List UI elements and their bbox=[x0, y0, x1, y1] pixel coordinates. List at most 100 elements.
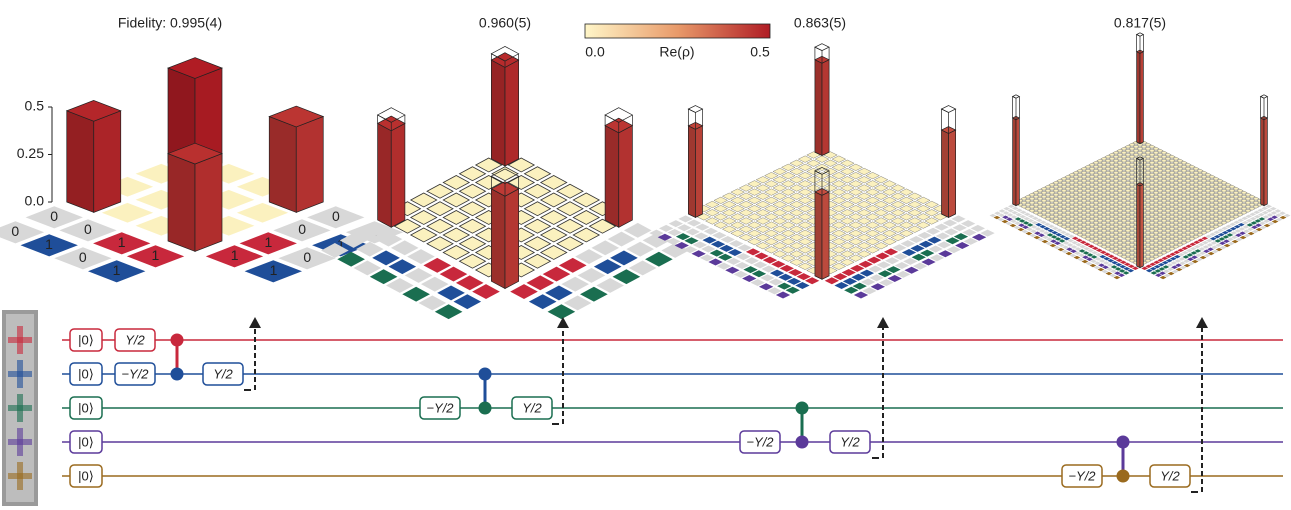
floor-tile bbox=[1160, 234, 1168, 239]
floor-tile bbox=[1028, 208, 1036, 213]
floor-tile bbox=[1144, 210, 1152, 215]
index-tile bbox=[1034, 227, 1042, 231]
measure-arrow bbox=[249, 317, 261, 328]
index-tile bbox=[893, 253, 908, 261]
index-tile bbox=[1209, 236, 1217, 241]
floor-tile bbox=[1088, 190, 1096, 195]
floor-tile bbox=[1088, 174, 1096, 179]
floor-tile bbox=[755, 192, 771, 200]
floor-tile bbox=[1096, 190, 1104, 195]
floor-tile bbox=[1124, 200, 1132, 205]
floor-tile bbox=[1092, 216, 1100, 221]
index-tile bbox=[339, 232, 368, 248]
floor-tile bbox=[1084, 212, 1092, 217]
floor-tile bbox=[442, 192, 471, 208]
floor-tile bbox=[1112, 162, 1120, 167]
floor-tile bbox=[1036, 196, 1044, 201]
floor-tile bbox=[1100, 228, 1108, 233]
floor-tile bbox=[1080, 194, 1088, 199]
index-tile bbox=[1062, 241, 1070, 245]
floor-tile bbox=[1104, 226, 1112, 231]
index-tile bbox=[1099, 254, 1107, 259]
index-tile bbox=[1235, 233, 1242, 237]
floor-tile bbox=[1160, 194, 1168, 199]
floor-tile bbox=[1220, 204, 1228, 209]
index-tile bbox=[1162, 265, 1170, 269]
index-tile bbox=[1259, 225, 1267, 230]
index-tile bbox=[869, 274, 884, 282]
floor-tile bbox=[781, 213, 796, 221]
index-tile bbox=[1241, 216, 1249, 221]
floor-tile bbox=[1184, 198, 1192, 203]
floor-tile bbox=[1072, 202, 1080, 207]
floor-tile bbox=[755, 225, 771, 233]
floor-tile bbox=[1076, 232, 1084, 237]
index-tile bbox=[1006, 217, 1013, 221]
floor-tile bbox=[798, 172, 813, 180]
floor-tile bbox=[831, 180, 846, 188]
floor-tile bbox=[755, 209, 771, 217]
index-tile bbox=[716, 262, 732, 270]
floor-tile bbox=[865, 180, 880, 188]
floor-tile bbox=[1212, 176, 1220, 181]
index-tile bbox=[824, 277, 840, 285]
floor-tile bbox=[1216, 194, 1224, 199]
floor-tile bbox=[1064, 178, 1072, 183]
floor-tile bbox=[1120, 162, 1128, 167]
index-tile bbox=[1029, 233, 1037, 238]
index-tile bbox=[628, 260, 657, 276]
index-tile bbox=[1118, 273, 1125, 277]
floor-tile bbox=[1168, 202, 1176, 207]
index-tile bbox=[407, 249, 435, 265]
index-tile bbox=[1197, 242, 1205, 247]
index-tile bbox=[1070, 245, 1078, 249]
floor-tile bbox=[1208, 190, 1216, 195]
index-tile bbox=[1209, 232, 1217, 237]
index-tile bbox=[1165, 258, 1173, 263]
floor-tile bbox=[1148, 184, 1156, 189]
index-tile bbox=[1250, 221, 1258, 225]
floor-tile bbox=[1048, 214, 1056, 219]
index-tile bbox=[1262, 215, 1270, 219]
floor-tile bbox=[1232, 194, 1240, 199]
cz-dot bbox=[170, 333, 184, 347]
index-tile bbox=[1047, 228, 1055, 233]
gate-label: Y/2 bbox=[213, 366, 233, 381]
floor-tile bbox=[730, 205, 745, 213]
index-tile bbox=[1163, 269, 1170, 273]
floor-tile bbox=[1212, 184, 1220, 189]
ideal-outline bbox=[490, 46, 520, 62]
floor-tile bbox=[1100, 240, 1108, 245]
floor-tile bbox=[1160, 202, 1168, 207]
index-tile bbox=[742, 274, 757, 282]
index-tile bbox=[771, 260, 786, 268]
floor-tile bbox=[857, 225, 872, 233]
floor-tile bbox=[588, 218, 617, 234]
index-tile bbox=[1155, 273, 1162, 277]
index-tile bbox=[945, 237, 960, 245]
floor-tile bbox=[1064, 214, 1072, 219]
floor-tile bbox=[1164, 152, 1172, 157]
floor-tile bbox=[1108, 180, 1116, 185]
bar-face bbox=[1139, 51, 1144, 145]
gate bbox=[1149, 464, 1191, 488]
floor-tile bbox=[1164, 208, 1172, 213]
floor-tile bbox=[1124, 248, 1132, 253]
floor-tile bbox=[772, 225, 787, 233]
floor-tile bbox=[1152, 166, 1160, 171]
index-tile bbox=[1046, 233, 1054, 237]
floor-tile bbox=[1068, 220, 1076, 225]
index-tile bbox=[886, 266, 901, 274]
index-tile bbox=[528, 294, 557, 310]
floor-tile bbox=[1104, 234, 1112, 239]
floor-tile bbox=[1148, 228, 1156, 233]
index-tile bbox=[885, 257, 900, 265]
floor-tile bbox=[1228, 188, 1236, 193]
floor-tile bbox=[1108, 240, 1116, 245]
floor-tile bbox=[1124, 144, 1132, 149]
ideal-outline bbox=[1135, 32, 1145, 37]
floor-tile bbox=[857, 250, 872, 258]
floor-tile bbox=[1140, 164, 1148, 169]
floor-tile bbox=[1076, 168, 1084, 173]
index-tile bbox=[1111, 256, 1119, 261]
